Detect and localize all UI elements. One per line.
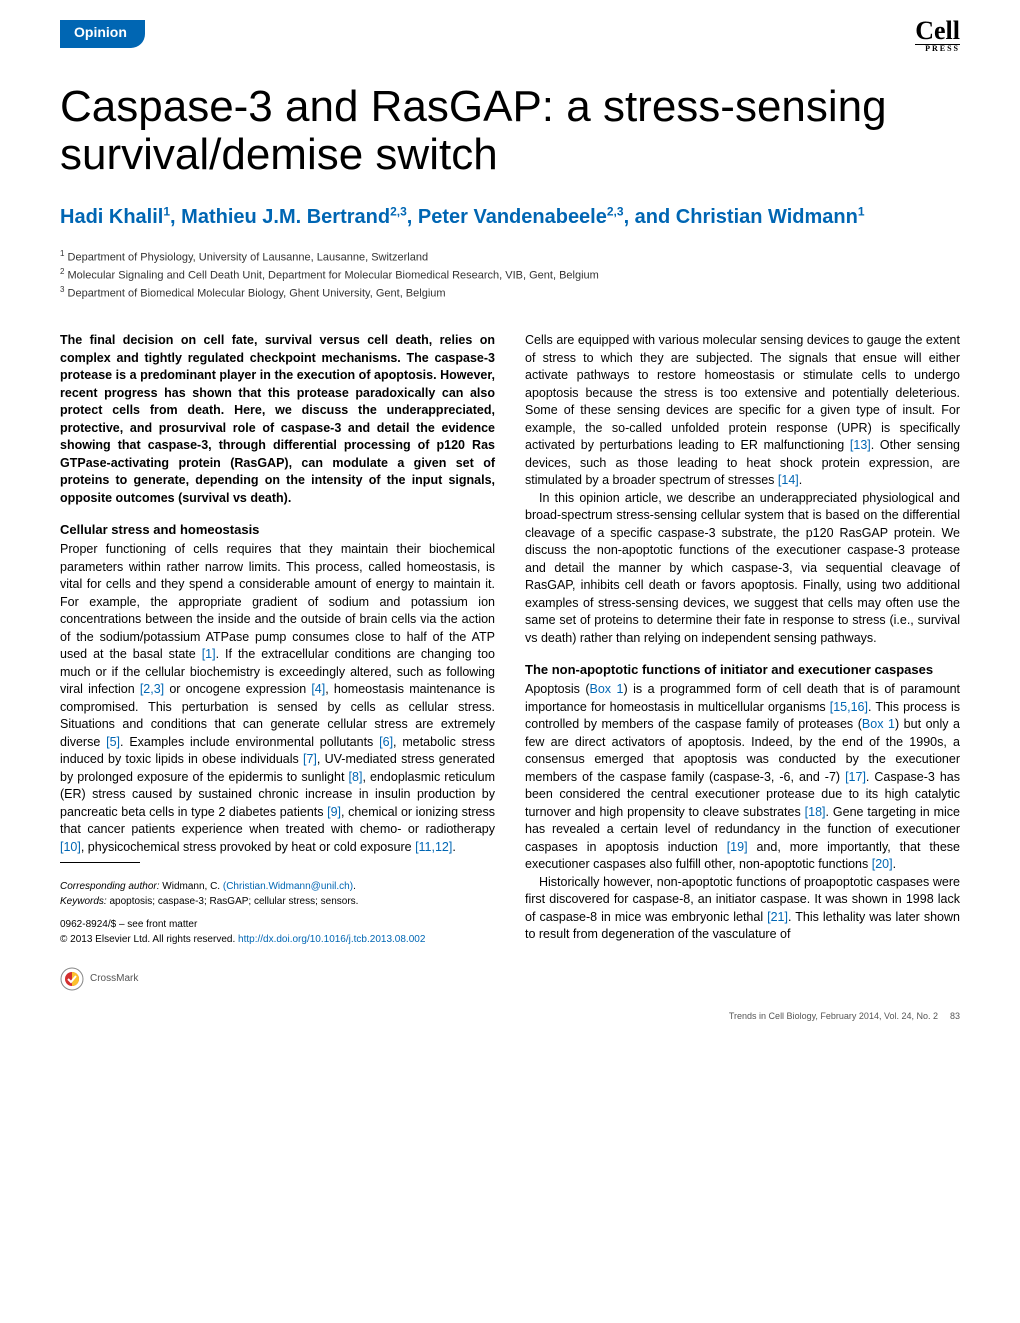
text-span: Proper functioning of cells requires tha…	[60, 542, 495, 661]
ref-link-7[interactable]: [7]	[303, 752, 317, 766]
ref-link-23[interactable]: [2,3]	[140, 682, 164, 696]
para-opinion-intro: In this opinion article, we describe an …	[525, 490, 960, 648]
text-span: Apoptosis (	[525, 682, 590, 696]
ref-link-19[interactable]: [19]	[727, 840, 748, 854]
right-column: Cells are equipped with various molecula…	[525, 332, 960, 991]
ref-link-17[interactable]: [17]	[845, 770, 866, 784]
keywords-label: Keywords:	[60, 896, 107, 907]
ref-link-8[interactable]: [8]	[349, 770, 363, 784]
abstract: The final decision on cell fate, surviva…	[60, 332, 495, 507]
logo-text-top: Cell	[915, 16, 960, 45]
issn-line: 0962-8924/$ – see front matter	[60, 917, 495, 932]
text-span: .	[452, 840, 455, 854]
ref-link-10[interactable]: [10]	[60, 840, 81, 854]
crossmark-text: CrossMark	[90, 972, 138, 986]
ref-link-14[interactable]: [14]	[778, 473, 799, 487]
copyright-line: © 2013 Elsevier Ltd. All rights reserved…	[60, 932, 495, 947]
para-cellular-stress: Proper functioning of cells requires tha…	[60, 541, 495, 856]
text-span: .	[893, 857, 896, 871]
ref-link-18[interactable]: [18]	[805, 805, 826, 819]
header-bar: Opinion Cell PRESS	[60, 20, 960, 53]
ref-link-9[interactable]: [9]	[327, 805, 341, 819]
page-footer: Trends in Cell Biology, February 2014, V…	[60, 1011, 960, 1021]
page-number: 83	[950, 1011, 960, 1021]
ref-link-1516[interactable]: [15,16]	[830, 700, 868, 714]
para-historical: Historically however, non-apoptotic func…	[525, 874, 960, 944]
box-link-1a[interactable]: Box 1	[590, 682, 624, 696]
footer-metadata: Corresponding author: Widmann, C. (Chris…	[60, 879, 495, 947]
two-column-layout: The final decision on cell fate, surviva…	[60, 332, 960, 991]
affiliation-2: 2 Molecular Signaling and Cell Death Uni…	[60, 266, 960, 284]
left-column: The final decision on cell fate, surviva…	[60, 332, 495, 991]
section-tab: Opinion	[60, 20, 145, 48]
keywords-line: Keywords: apoptosis; caspase-3; RasGAP; …	[60, 894, 495, 909]
journal-footer: Trends in Cell Biology, February 2014, V…	[729, 1011, 938, 1021]
para-sensing: Cells are equipped with various molecula…	[525, 332, 960, 490]
page-container: Opinion Cell PRESS Caspase-3 and RasGAP:…	[0, 0, 1020, 1051]
publisher-logo: Cell PRESS	[915, 20, 960, 53]
text-span: , physicochemical stress provoked by hea…	[81, 840, 415, 854]
heading-cellular-stress: Cellular stress and homeostasis	[60, 521, 495, 539]
text-span: .	[799, 473, 802, 487]
crossmark-icon	[60, 967, 84, 991]
affiliation-1: 1 Department of Physiology, University o…	[60, 248, 960, 266]
text-span: . Examples include environmental polluta…	[120, 735, 379, 749]
email-link[interactable]: (Christian.Widmann@unil.ch)	[223, 881, 353, 892]
footer-rule	[60, 862, 140, 863]
text-span: Cells are equipped with various molecula…	[525, 333, 960, 452]
ref-link-5[interactable]: [5]	[106, 735, 120, 749]
ref-link-21[interactable]: [21]	[767, 910, 788, 924]
logo-text-bottom: PRESS	[915, 44, 960, 53]
article-title: Caspase-3 and RasGAP: a stress-sensing s…	[60, 83, 960, 180]
copyright-text: © 2013 Elsevier Ltd. All rights reserved…	[60, 934, 238, 945]
corresponding-author: Corresponding author: Widmann, C. (Chris…	[60, 879, 495, 894]
ref-link-13[interactable]: [13]	[850, 438, 871, 452]
author-list: Hadi Khalil1, Mathieu J.M. Bertrand2,3, …	[60, 204, 960, 230]
affiliations: 1 Department of Physiology, University o…	[60, 248, 960, 302]
ref-link-20[interactable]: [20]	[872, 857, 893, 871]
ref-link-4[interactable]: [4]	[311, 682, 325, 696]
crossmark-badge[interactable]: CrossMark	[60, 967, 495, 991]
ref-link-1[interactable]: [1]	[202, 647, 216, 661]
affiliation-3: 3 Department of Biomedical Molecular Bio…	[60, 284, 960, 302]
para-apoptosis: Apoptosis (Box 1) is a programmed form o…	[525, 681, 960, 874]
text-span: or oncogene expression	[164, 682, 311, 696]
heading-nonapoptotic: The non-apoptotic functions of initiator…	[525, 661, 960, 679]
box-link-1b[interactable]: Box 1	[862, 717, 895, 731]
ref-link-6[interactable]: [6]	[379, 735, 393, 749]
doi-link[interactable]: http://dx.doi.org/10.1016/j.tcb.2013.08.…	[238, 934, 425, 945]
keywords-text: apoptosis; caspase-3; RasGAP; cellular s…	[107, 896, 359, 907]
ref-link-1112[interactable]: [11,12]	[415, 840, 452, 854]
corresponding-label: Corresponding author:	[60, 881, 160, 892]
corresponding-name: Widmann, C.	[160, 881, 223, 892]
